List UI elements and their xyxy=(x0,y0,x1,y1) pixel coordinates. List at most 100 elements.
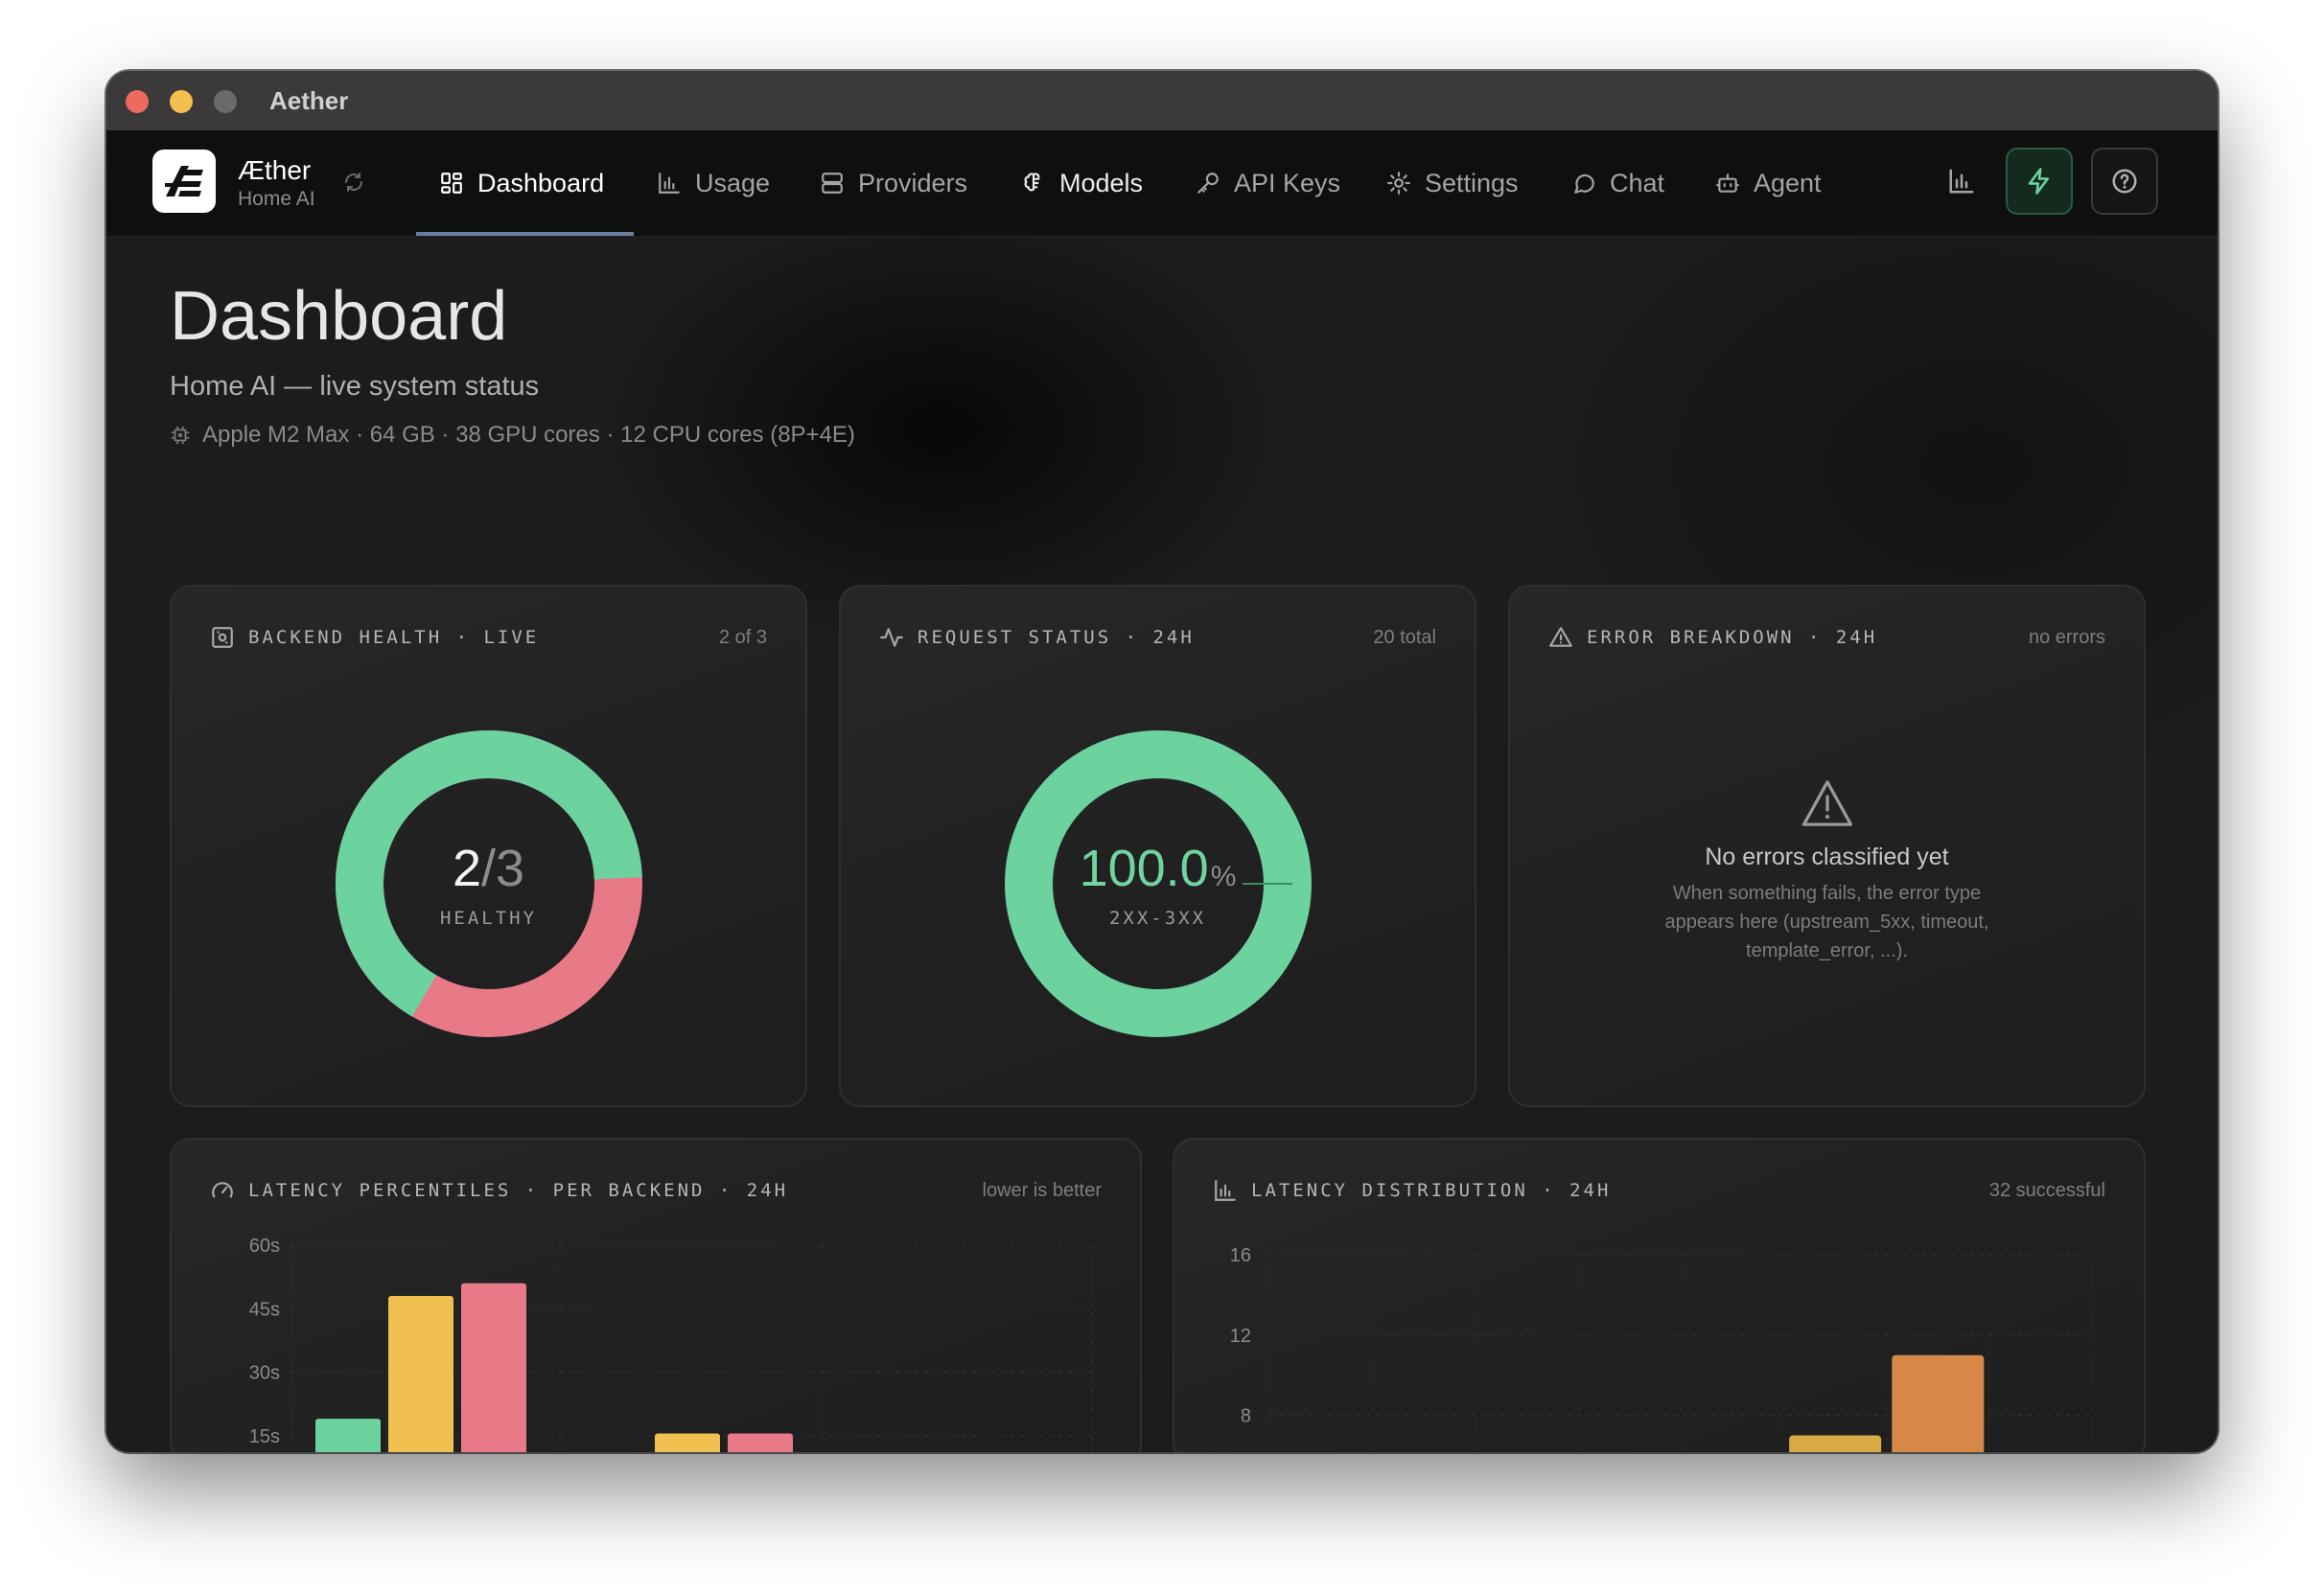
hardware-text: Apple M2 Max · 64 GB · 38 GPU cores · 12… xyxy=(202,422,855,448)
nav-models[interactable]: Models xyxy=(1021,130,1143,236)
latency-percentiles-chart: 0ms15s30s45s60s xyxy=(249,1236,1093,1452)
latency-distribution-chart: 481216 xyxy=(1230,1245,2093,1452)
server-icon xyxy=(822,173,843,194)
backend-health-donut: 2/3 HEALTHY xyxy=(326,721,652,1047)
latency-bar xyxy=(315,1419,381,1452)
lightning-icon xyxy=(2028,168,2049,195)
card-header: BACKEND HEALTH · LIVE 2 of 3 xyxy=(210,625,767,650)
card-meta: 2 of 3 xyxy=(718,626,767,648)
brain-icon xyxy=(1024,173,1040,192)
dashboard-grid-icon xyxy=(441,173,462,194)
aether-logo-icon xyxy=(165,166,203,196)
card-header: LATENCY PERCENTILES · PER BACKEND · 24H … xyxy=(210,1178,1102,1203)
empty-state-title: No errors classified yet xyxy=(1705,844,1949,870)
bar-chart-icon xyxy=(1949,169,1974,194)
page-title: Dashboard xyxy=(170,278,508,355)
card-title: ERROR BREAKDOWN · 24H xyxy=(1587,627,1878,648)
request-status-donut: 100.0% 2XX-3XX xyxy=(995,721,1321,1047)
help-button[interactable] xyxy=(2091,148,2158,215)
key-icon xyxy=(1197,173,1219,194)
nav-agent[interactable]: Agent xyxy=(1715,130,1822,236)
nav-usage-label: Usage xyxy=(695,168,771,197)
latency-bar xyxy=(728,1433,793,1452)
gear-icon xyxy=(1387,172,1410,195)
bar-chart-icon xyxy=(1215,1180,1236,1201)
y-tick-label: 45s xyxy=(249,1299,280,1320)
backend-health-card: BACKEND HEALTH · LIVE 2 of 3 2/3 HEALTHY xyxy=(170,585,807,1107)
title-bar: Aether xyxy=(106,71,2218,131)
card-title: BACKEND HEALTH · LIVE xyxy=(248,627,540,648)
y-tick-label: 8 xyxy=(1241,1406,1251,1427)
bot-icon xyxy=(1716,173,1739,193)
close-window-button[interactable] xyxy=(126,90,149,113)
card-header: ERROR BREAKDOWN · 24H no errors xyxy=(1548,625,2105,650)
latency-distribution-card: 481216 LATENCY DISTRIBUTION · 24H 32 suc… xyxy=(1173,1138,2146,1452)
window-title: Aether xyxy=(269,86,349,115)
donut-label: HEALTHY xyxy=(439,908,538,929)
y-tick-label: 30s xyxy=(249,1363,280,1384)
latency-bar xyxy=(655,1433,720,1452)
card-meta: no errors xyxy=(2028,626,2105,648)
card-title: LATENCY PERCENTILES · PER BACKEND · 24H xyxy=(248,1180,789,1201)
histogram-bar xyxy=(1789,1435,1882,1452)
top-navigation: Æther Home AI Dashboard Usage xyxy=(106,130,2218,237)
card-meta: lower is better xyxy=(982,1179,1103,1201)
histogram-bar xyxy=(1892,1354,1985,1452)
chat-bubble-icon xyxy=(1574,173,1594,194)
donut-center: 100.0% 2XX-3XX xyxy=(995,721,1321,1047)
nav-agent-label: Agent xyxy=(1754,168,1822,197)
card-meta: 32 successful xyxy=(1988,1179,2105,1201)
nav-dashboard-label: Dashboard xyxy=(477,168,605,197)
donut-label: 2XX-3XX xyxy=(1108,908,1207,929)
empty-state-description: When something fails, the error type app… xyxy=(1664,883,1989,961)
card-meta: 20 total xyxy=(1373,626,1436,648)
dashboard-content: Dashboard Home AI — live system status A… xyxy=(106,237,2218,1452)
donut-center: 2/3 HEALTHY xyxy=(326,721,652,1047)
nav-usage[interactable]: Usage xyxy=(657,130,770,236)
donut-chart xyxy=(1004,730,1312,1037)
empty-state: No errors classified yet When something … xyxy=(1510,778,2144,965)
nav-chat-label: Chat xyxy=(1610,168,1665,197)
card-header: REQUEST STATUS · 24H 20 total xyxy=(879,625,1436,650)
nav-settings-label: Settings xyxy=(1425,168,1519,197)
success-rate: 100.0% xyxy=(1079,840,1237,897)
refresh-icon[interactable] xyxy=(342,171,365,194)
warning-triangle-icon xyxy=(1801,780,1852,826)
brand-subtitle: Home AI xyxy=(238,188,315,210)
gauge-icon xyxy=(212,1182,233,1198)
request-status-card: REQUEST STATUS · 24H 20 total 100.0% 2XX… xyxy=(839,585,1476,1107)
y-tick-label: 16 xyxy=(1230,1245,1251,1266)
nav-api-keys-label: API Keys xyxy=(1234,168,1341,197)
maximize-window-button[interactable] xyxy=(214,90,237,113)
y-tick-label: 60s xyxy=(249,1236,280,1257)
active-tab-indicator xyxy=(416,232,634,236)
page-subtitle: Home AI — live system status xyxy=(170,371,540,402)
latency-percentiles-card: 0ms15s30s45s60s LATENCY PERCENTILES · PE… xyxy=(170,1138,1142,1452)
quick-action-button[interactable] xyxy=(2006,148,2073,215)
card-title: REQUEST STATUS · 24H xyxy=(918,627,1195,648)
activity-pulse-icon xyxy=(880,628,903,647)
server-health-icon xyxy=(212,627,233,648)
minimize-window-button[interactable] xyxy=(170,90,193,113)
nav-providers[interactable]: Providers xyxy=(820,130,967,236)
nav-dashboard[interactable]: Dashboard xyxy=(439,130,604,236)
nav-providers-label: Providers xyxy=(858,168,968,197)
app-window: Aether Æther Home AI Dashboard xyxy=(106,71,2218,1452)
latency-bar xyxy=(388,1296,453,1452)
stats-button[interactable] xyxy=(1928,148,1995,215)
cpu-chip-icon xyxy=(171,426,190,445)
help-icon xyxy=(2112,169,2137,194)
card-header: LATENCY DISTRIBUTION · 24H 32 successful xyxy=(1213,1178,2105,1203)
brand-name: Æther xyxy=(238,155,312,185)
healthy-count: 2/3 xyxy=(452,840,525,897)
nav-chat[interactable]: Chat xyxy=(1571,130,1664,236)
app-logo[interactable] xyxy=(152,150,216,213)
bar-chart-icon xyxy=(659,173,680,194)
card-title: LATENCY DISTRIBUTION · 24H xyxy=(1251,1180,1612,1201)
nav-api-keys[interactable]: API Keys xyxy=(1196,130,1340,236)
error-breakdown-card: ERROR BREAKDOWN · 24H no errors No error… xyxy=(1508,585,2146,1107)
y-tick-label: 12 xyxy=(1230,1326,1251,1347)
nav-models-label: Models xyxy=(1059,168,1144,197)
donut-chart xyxy=(335,730,642,1037)
nav-settings[interactable]: Settings xyxy=(1386,130,1519,236)
